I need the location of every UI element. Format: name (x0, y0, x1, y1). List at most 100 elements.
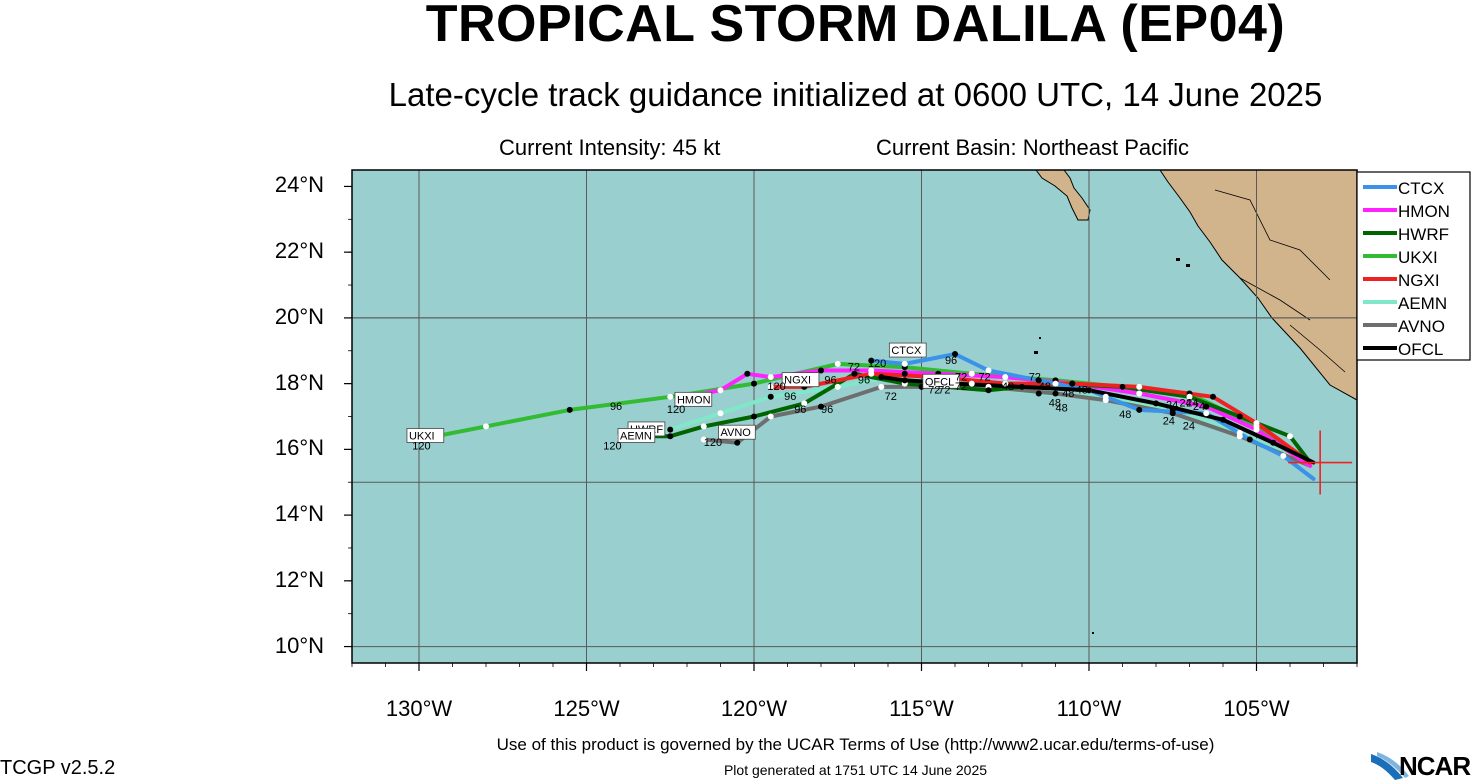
ncar-logo-mark (1371, 752, 1409, 780)
forecast-hour-label: 24 (1166, 399, 1178, 411)
forecast-hour-label: 48 (1076, 384, 1088, 396)
track-point-ofcl (1270, 439, 1277, 446)
track-point-ukxi (751, 380, 757, 387)
track-point-aemn (717, 410, 724, 417)
track-point-avno (700, 436, 707, 443)
forecast-hour-label: 120 (603, 440, 621, 452)
track-label-ofcl: OFCL (922, 373, 961, 389)
forecast-hour-label: 72 (885, 391, 897, 403)
current-basin: Current Basin: Northeast Pacific (876, 135, 1190, 160)
track-point-avno (818, 403, 824, 410)
islas-marias (1176, 258, 1180, 261)
generated-time: Plot generated at 1751 UTC 14 June 2025 (723, 762, 988, 778)
track-point-ngxi (868, 370, 875, 377)
track-label-ukxi: UKXI (406, 428, 445, 443)
track-point-ngxi (1209, 393, 1216, 400)
track-point-avno (767, 413, 774, 420)
track-line-ngxi (768, 371, 1313, 465)
track-point-ctcx (1136, 406, 1143, 413)
forecast-hour-label: 120 (412, 440, 430, 452)
track-point-hmon (1253, 426, 1260, 433)
lon-tick-label: 125°W (553, 696, 620, 721)
legend: CTCX HMON HWRF UKXI NGXI AEMN AVNO OFCL (1356, 171, 1471, 361)
lon-tick-label: 120°W (720, 696, 788, 721)
track-point-aemn (1035, 390, 1042, 397)
lon-tick-label: 115°W (889, 696, 954, 721)
forecast-hour-label: 72 (955, 371, 967, 383)
legend-label-hwrf: HWRF (1398, 225, 1449, 244)
track-label-ngxi: NGXI (781, 372, 820, 388)
lat-tick-label: 20°N (274, 303, 324, 329)
track-point-avno (1102, 397, 1109, 404)
track-point-hwrf (1119, 383, 1126, 390)
track-point-ukxi (834, 360, 841, 367)
track-point-ofcl (1220, 416, 1226, 423)
forecast-hour-label: 96 (610, 401, 622, 413)
baja-california (1035, 170, 1091, 221)
forecast-hour-label: 72 (928, 384, 940, 396)
lat-tick-label: 24°N (274, 172, 324, 198)
track-point-avno (1169, 410, 1176, 417)
track-point-ctcx (1035, 377, 1042, 384)
legend-label-hmon: HMON (1398, 202, 1450, 221)
track-point-hmon (1203, 403, 1210, 410)
track-point-aemn (667, 426, 674, 433)
forecast-hour-label: 72 (1029, 371, 1041, 383)
track-label-ctcx: CTCX (888, 342, 927, 358)
track-point-hwrf (1186, 393, 1193, 400)
forecast-hour-label: 120 (767, 381, 785, 393)
legend-label-ofcl: OFCL (1398, 340, 1443, 359)
track-point-hmon (767, 374, 774, 381)
track-point-hwrf (1236, 413, 1243, 420)
track-point-hwrf (801, 400, 808, 407)
terms-of-use: Use of this product is governed by the U… (496, 735, 1215, 754)
lat-tick-label: 16°N (274, 435, 324, 461)
track-point-hwrf (700, 423, 707, 430)
legend-label-ukxi: UKXI (1398, 248, 1438, 267)
islas-marias-2 (1186, 264, 1190, 267)
track-label-text: UKXI (409, 431, 435, 443)
mexico-mainland (1159, 170, 1357, 401)
track-point-ukxi (968, 370, 975, 377)
forecast-hour-label: 96 (824, 375, 836, 387)
track-label-text: HMON (677, 394, 711, 406)
track-point-aemn (767, 393, 774, 400)
track-point-ctcx (952, 351, 958, 358)
track-label-text: NGXI (784, 375, 811, 387)
revillagigedo-island-2 (1039, 337, 1041, 339)
track-point-ctcx (1203, 410, 1210, 417)
track-point-ctcx (1280, 452, 1287, 459)
track-point-avno (734, 439, 741, 446)
forecast-hour-label: 96 (784, 391, 796, 403)
track-point-ngxi (1069, 380, 1076, 387)
track-point-aemn (834, 383, 841, 390)
legend-label-aemn: AEMN (1398, 294, 1447, 313)
forecast-hour-label: 96 (858, 375, 870, 387)
revillagigedo-island (1034, 351, 1038, 354)
track-label-text: AEMN (620, 431, 652, 443)
track-point-hwrf (985, 387, 992, 394)
forecast-hour-label: 120 (704, 437, 722, 449)
lat-lon-grid (352, 170, 1357, 663)
track-point-avno (878, 383, 885, 390)
track-point-ofcl (1153, 400, 1159, 407)
forecast-hour-label: 48 (1002, 381, 1014, 393)
clipperton-island (1092, 632, 1094, 634)
track-point-ukxi (566, 406, 573, 413)
track-point-hwrf (751, 413, 757, 420)
forecast-hour-label: 48 (1119, 409, 1131, 421)
forecast-hour-label: 96 (945, 355, 957, 367)
forecast-hour-label: 48 (1062, 388, 1074, 400)
track-point-hwrf (1287, 433, 1293, 440)
track-point-hmon (1136, 390, 1143, 397)
track-label-aemn: AEMN (617, 428, 656, 443)
track-point-aemn (901, 370, 908, 377)
track-point-ngxi (767, 383, 774, 390)
forecast-hour-label: 48 (1039, 381, 1051, 393)
track-label-text: OFCL (925, 376, 954, 388)
lon-tick-label: 105°W (1223, 696, 1290, 721)
